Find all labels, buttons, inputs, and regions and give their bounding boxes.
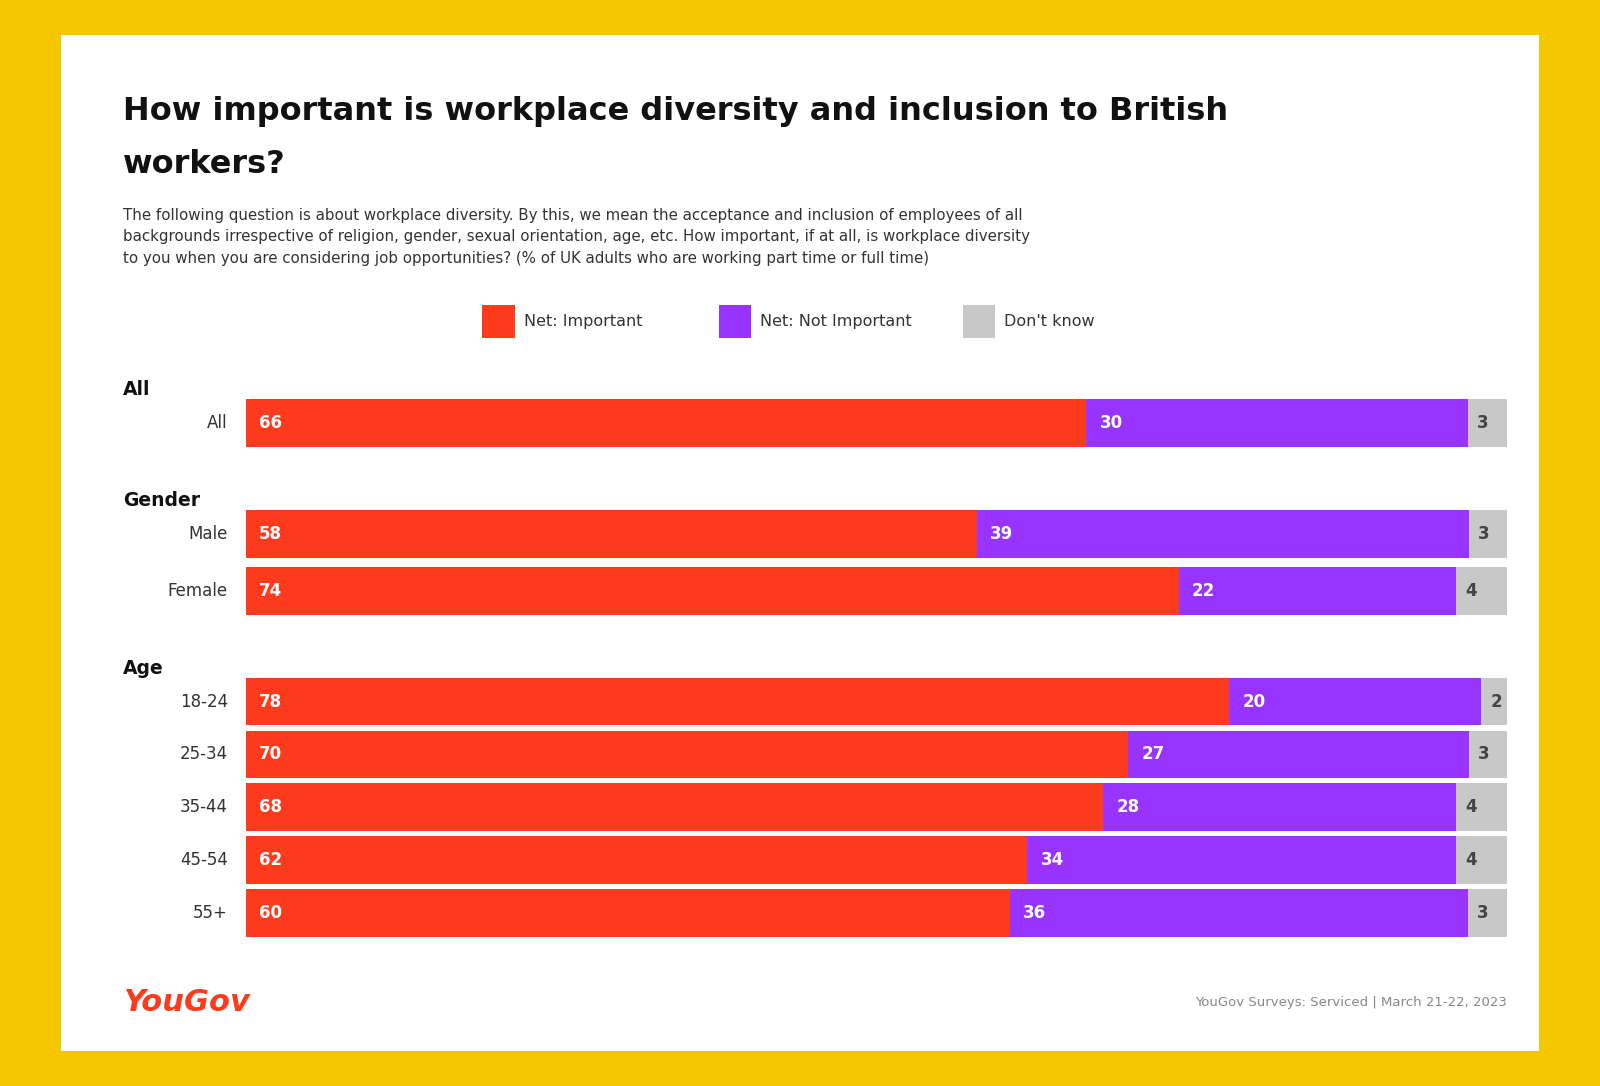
Text: 3: 3 bbox=[1477, 904, 1490, 922]
FancyBboxPatch shape bbox=[1469, 400, 1507, 447]
Text: 3: 3 bbox=[1478, 525, 1490, 543]
Text: 18-24: 18-24 bbox=[179, 693, 227, 710]
Text: 30: 30 bbox=[1099, 414, 1123, 432]
Text: 22: 22 bbox=[1192, 582, 1216, 599]
FancyBboxPatch shape bbox=[963, 305, 995, 338]
Text: 39: 39 bbox=[990, 525, 1013, 543]
Text: 62: 62 bbox=[259, 851, 282, 869]
FancyBboxPatch shape bbox=[1456, 836, 1507, 884]
FancyBboxPatch shape bbox=[1010, 889, 1469, 937]
Text: How important is workplace diversity and inclusion to British: How important is workplace diversity and… bbox=[123, 96, 1229, 127]
Text: Gender: Gender bbox=[123, 491, 200, 510]
FancyBboxPatch shape bbox=[1027, 836, 1456, 884]
Text: 25-34: 25-34 bbox=[179, 745, 227, 763]
Text: All: All bbox=[123, 380, 150, 400]
Text: workers?: workers? bbox=[123, 149, 286, 179]
Text: Net: Not Important: Net: Not Important bbox=[760, 314, 912, 329]
Text: 34: 34 bbox=[1040, 851, 1064, 869]
FancyBboxPatch shape bbox=[1102, 783, 1456, 831]
Text: 35-44: 35-44 bbox=[179, 798, 227, 817]
Text: 2: 2 bbox=[1490, 693, 1502, 710]
Text: 58: 58 bbox=[259, 525, 282, 543]
FancyBboxPatch shape bbox=[246, 836, 1027, 884]
FancyBboxPatch shape bbox=[1179, 567, 1456, 615]
FancyBboxPatch shape bbox=[246, 731, 1128, 779]
FancyBboxPatch shape bbox=[246, 889, 1010, 937]
Text: Net: Important: Net: Important bbox=[523, 314, 642, 329]
Text: 68: 68 bbox=[259, 798, 282, 817]
FancyBboxPatch shape bbox=[1128, 731, 1469, 779]
Text: YouGov: YouGov bbox=[123, 988, 250, 1016]
Text: 28: 28 bbox=[1117, 798, 1139, 817]
Text: All: All bbox=[208, 414, 227, 432]
FancyBboxPatch shape bbox=[1229, 678, 1482, 725]
Text: 60: 60 bbox=[259, 904, 282, 922]
FancyBboxPatch shape bbox=[246, 510, 978, 558]
Text: 4: 4 bbox=[1466, 582, 1477, 599]
Text: 78: 78 bbox=[259, 693, 282, 710]
Text: 4: 4 bbox=[1466, 851, 1477, 869]
FancyBboxPatch shape bbox=[1469, 510, 1507, 558]
Text: YouGov Surveys: Serviced | March 21-22, 2023: YouGov Surveys: Serviced | March 21-22, … bbox=[1195, 996, 1507, 1009]
FancyBboxPatch shape bbox=[246, 783, 1102, 831]
Text: 36: 36 bbox=[1022, 904, 1046, 922]
FancyBboxPatch shape bbox=[1469, 889, 1507, 937]
FancyBboxPatch shape bbox=[482, 305, 515, 338]
Text: 66: 66 bbox=[259, 414, 282, 432]
Text: 45-54: 45-54 bbox=[179, 851, 227, 869]
Text: Age: Age bbox=[123, 659, 163, 678]
FancyBboxPatch shape bbox=[246, 678, 1229, 725]
Text: The following question is about workplace diversity. By this, we mean the accept: The following question is about workplac… bbox=[123, 207, 1030, 266]
FancyBboxPatch shape bbox=[718, 305, 752, 338]
Text: 27: 27 bbox=[1142, 745, 1165, 763]
Text: Male: Male bbox=[189, 525, 227, 543]
FancyBboxPatch shape bbox=[978, 510, 1469, 558]
FancyBboxPatch shape bbox=[1482, 678, 1507, 725]
Text: 4: 4 bbox=[1466, 798, 1477, 817]
FancyBboxPatch shape bbox=[246, 400, 1086, 447]
Text: Female: Female bbox=[168, 582, 227, 599]
Text: 74: 74 bbox=[259, 582, 282, 599]
Text: 70: 70 bbox=[259, 745, 282, 763]
FancyBboxPatch shape bbox=[246, 567, 1179, 615]
FancyBboxPatch shape bbox=[1469, 731, 1507, 779]
Text: 20: 20 bbox=[1243, 693, 1266, 710]
Text: 55+: 55+ bbox=[194, 904, 227, 922]
Text: 3: 3 bbox=[1477, 414, 1490, 432]
Text: Don't know: Don't know bbox=[1005, 314, 1094, 329]
FancyBboxPatch shape bbox=[1456, 567, 1507, 615]
Text: 3: 3 bbox=[1478, 745, 1490, 763]
FancyBboxPatch shape bbox=[1086, 400, 1469, 447]
FancyBboxPatch shape bbox=[1456, 783, 1507, 831]
